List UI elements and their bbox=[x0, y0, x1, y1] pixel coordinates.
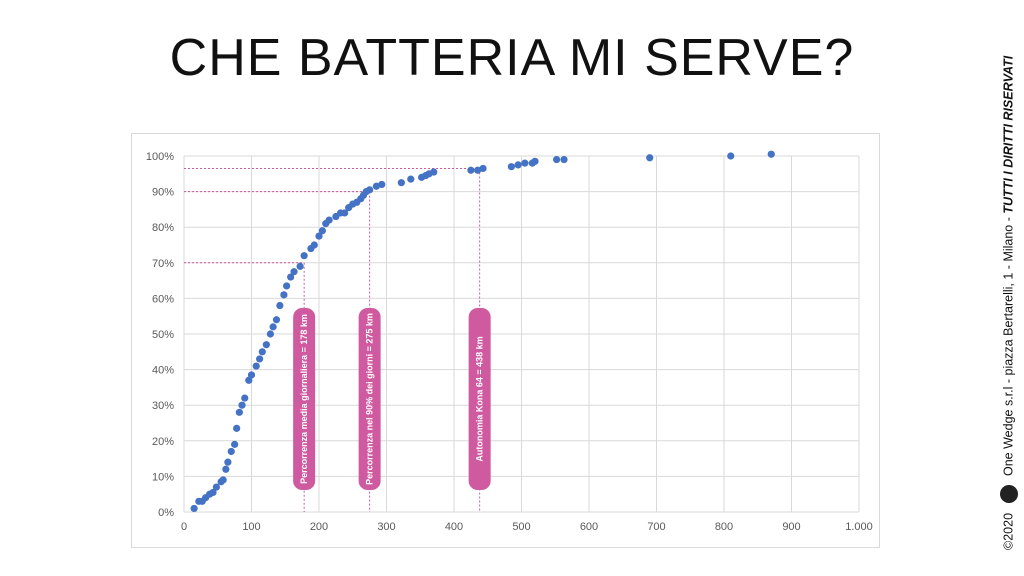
data-point bbox=[341, 209, 349, 217]
data-point bbox=[235, 408, 243, 416]
data-point bbox=[531, 157, 539, 165]
y-tick-label: 70% bbox=[152, 258, 174, 270]
data-point bbox=[300, 252, 308, 260]
data-point bbox=[553, 155, 561, 164]
company-address: One Wedge s.r.l - piazza Bertarelli, 1 -… bbox=[1001, 217, 1016, 476]
y-tick-label: 60% bbox=[152, 293, 174, 305]
data-point bbox=[258, 348, 266, 356]
y-tick-label: 50% bbox=[152, 329, 174, 341]
data-point bbox=[318, 227, 326, 235]
data-point bbox=[514, 161, 522, 169]
reference-label-box bbox=[468, 308, 491, 490]
data-point bbox=[467, 166, 475, 174]
data-point bbox=[366, 186, 374, 194]
y-tick-label: 20% bbox=[152, 436, 174, 448]
x-tick-label: 700 bbox=[647, 521, 665, 533]
x-tick-label: 0 bbox=[181, 521, 187, 533]
data-point bbox=[241, 394, 249, 402]
x-tick-label: 300 bbox=[377, 521, 395, 533]
data-point bbox=[222, 465, 230, 473]
data-point bbox=[231, 440, 239, 448]
data-point bbox=[430, 168, 438, 176]
data-point bbox=[224, 458, 232, 466]
y-tick-label: 10% bbox=[152, 471, 174, 483]
data-point bbox=[269, 323, 277, 331]
data-point bbox=[372, 182, 380, 190]
data-point bbox=[233, 424, 241, 432]
data-point bbox=[238, 401, 246, 409]
page-title: CHE BATTERIA MI SERVE? bbox=[169, 29, 855, 87]
data-point bbox=[245, 376, 253, 384]
side-footer: ©2020 One Wedge s.r.l - piazza Bertarell… bbox=[1000, 56, 1018, 550]
data-point bbox=[521, 159, 529, 167]
data-point bbox=[280, 291, 288, 299]
scatter-chart: 0% 10% 20% 30% 40% 50% 60% 70% 80% 90% 100% 0 100 20… bbox=[146, 150, 873, 533]
data-point bbox=[290, 268, 298, 276]
y-axis-ticks: 0% 10% 20% 30% 40% 50% 60% 70% 80% 90% 100% bbox=[146, 151, 174, 519]
reference-label: Autonomia Kona 64 = 438 km bbox=[475, 336, 485, 461]
copyright-year: ©2020 bbox=[1001, 512, 1016, 550]
x-tick-label: 200 bbox=[310, 521, 328, 533]
data-point bbox=[315, 232, 323, 240]
data-point bbox=[209, 488, 217, 497]
y-tick-label: 0% bbox=[158, 507, 174, 519]
data-point bbox=[560, 155, 568, 164]
y-tick-label: 40% bbox=[152, 365, 174, 377]
data-point bbox=[507, 163, 515, 171]
one-wedge-logo-icon bbox=[1000, 485, 1018, 504]
data-points bbox=[190, 150, 775, 513]
y-tick-label: 90% bbox=[152, 187, 174, 199]
x-tick-label: 800 bbox=[715, 521, 733, 533]
data-point bbox=[479, 164, 487, 173]
data-point bbox=[212, 483, 220, 491]
data-point bbox=[262, 341, 270, 349]
x-tick-label: 400 bbox=[445, 521, 463, 533]
data-point bbox=[397, 179, 405, 187]
data-point bbox=[474, 166, 482, 174]
reference-label-box bbox=[358, 308, 381, 490]
data-point bbox=[266, 330, 274, 338]
reference-label: Percorrenza media giornaliera = 178 km bbox=[299, 314, 309, 484]
x-tick-label: 900 bbox=[782, 521, 800, 533]
data-point bbox=[219, 476, 227, 484]
data-point bbox=[190, 504, 198, 513]
x-tick-label: 100 bbox=[242, 521, 260, 533]
grid-lines bbox=[183, 155, 860, 513]
data-point bbox=[325, 216, 333, 224]
data-point bbox=[287, 273, 295, 281]
data-point bbox=[256, 355, 264, 363]
data-point bbox=[310, 241, 318, 249]
data-point bbox=[247, 371, 256, 379]
data-point bbox=[378, 180, 386, 189]
reference-label-box bbox=[293, 308, 316, 490]
rights-text: TUTTI I DIRITTI RISERVATI bbox=[1001, 55, 1016, 214]
y-tick-label: 100% bbox=[146, 151, 174, 163]
data-point bbox=[283, 282, 291, 290]
data-point bbox=[252, 362, 260, 370]
data-point bbox=[227, 447, 235, 456]
reference-labels: Percorrenza media giornaliera = 178 km Pe… bbox=[293, 308, 491, 490]
x-tick-label: 500 bbox=[512, 521, 530, 533]
reference-label: Percorrenza nel 90% dei giorni = 275 km bbox=[365, 313, 375, 485]
data-point bbox=[767, 150, 775, 158]
x-axis-ticks: 0 100 200 300 400 500 600 700 800 900 1.000 bbox=[181, 521, 873, 533]
y-tick-label: 30% bbox=[152, 400, 174, 412]
data-point bbox=[646, 154, 654, 162]
y-tick-label: 80% bbox=[152, 222, 174, 234]
x-tick-label: 1.000 bbox=[845, 521, 873, 533]
data-point bbox=[296, 262, 304, 270]
data-point bbox=[276, 301, 284, 310]
data-point bbox=[727, 152, 735, 160]
data-point bbox=[407, 175, 415, 183]
x-tick-label: 600 bbox=[580, 521, 598, 533]
chart-area: 0% 10% 20% 30% 40% 50% 60% 70% 80% 90% 100% 0 100 20… bbox=[131, 133, 880, 548]
data-point bbox=[272, 316, 281, 324]
